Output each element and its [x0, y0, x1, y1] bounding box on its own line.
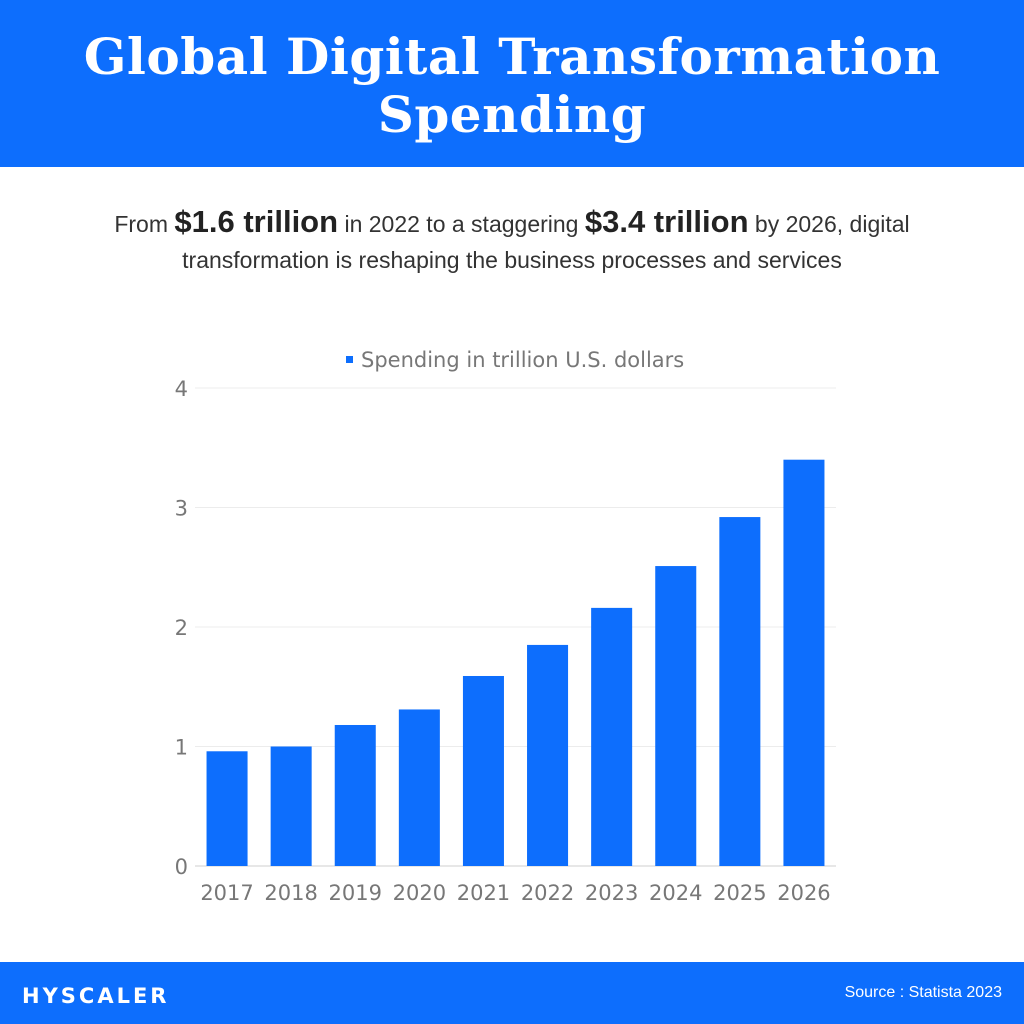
- x-tick-label: 2025: [713, 881, 766, 905]
- x-tick-label: 2024: [649, 881, 702, 905]
- bar-2026: [783, 459, 825, 866]
- subtitle-text-1: From: [114, 211, 175, 237]
- x-tick-label: 2021: [457, 881, 510, 905]
- x-tick-label: 2020: [393, 881, 446, 905]
- y-tick-label: 2: [175, 616, 188, 640]
- source-note: Source : Statista 2023: [844, 984, 1002, 1001]
- chart-legend: Spending in trillion U.S. dollars: [346, 348, 684, 372]
- x-tick-label: 2018: [264, 881, 317, 905]
- x-tick-label: 2023: [585, 881, 638, 905]
- x-tick-label: 2022: [521, 881, 574, 905]
- bar-2018: [270, 746, 312, 866]
- chart-area: Spending in trillion U.S. dollars 0 1 2 3 4 2…: [0, 340, 1024, 920]
- legend-swatch: [346, 355, 353, 363]
- y-tick-label: 4: [175, 377, 188, 401]
- page-title: Global Digital Transformation Spending: [83, 27, 941, 144]
- subtitle-highlight-2026: $3.4 trillion: [584, 204, 749, 239]
- subtitle-highlight-2022: $1.6 trillion: [174, 204, 339, 239]
- bar-2022: [527, 644, 569, 866]
- y-tick-label: 3: [175, 497, 188, 521]
- bar-2024: [655, 566, 697, 866]
- bar-2023: [591, 607, 633, 866]
- bar-2025: [719, 517, 761, 866]
- bar-2019: [334, 724, 376, 866]
- brand-logo: HYSCALER: [22, 984, 170, 1008]
- x-tick-label: 2017: [200, 881, 253, 905]
- bar-2017: [206, 751, 248, 866]
- legend-label: Spending in trillion U.S. dollars: [361, 348, 685, 372]
- footer-banner: HYSCALER Source : Statista 2023: [0, 962, 1024, 1024]
- x-tick-label: 2019: [329, 881, 382, 905]
- subtitle-text-3: by 2026, digital transformation is resha…: [182, 211, 910, 273]
- subtitle: From $1.6 trillion in 2022 to a staggeri…: [40, 204, 984, 278]
- subtitle-text-2: in 2022 to a staggering: [338, 211, 585, 237]
- header-banner: Global Digital Transformation Spending: [0, 0, 1024, 167]
- bar-2020: [398, 709, 440, 866]
- bar-2021: [462, 675, 504, 866]
- y-tick-label: 0: [175, 855, 188, 879]
- x-tick-label: 2026: [777, 881, 830, 905]
- y-tick-label: 1: [175, 736, 188, 760]
- bar-chart: 0 1 2 3 4 2017 2018 2019 2020 2021 2022 2023 2024 202…: [175, 377, 836, 905]
